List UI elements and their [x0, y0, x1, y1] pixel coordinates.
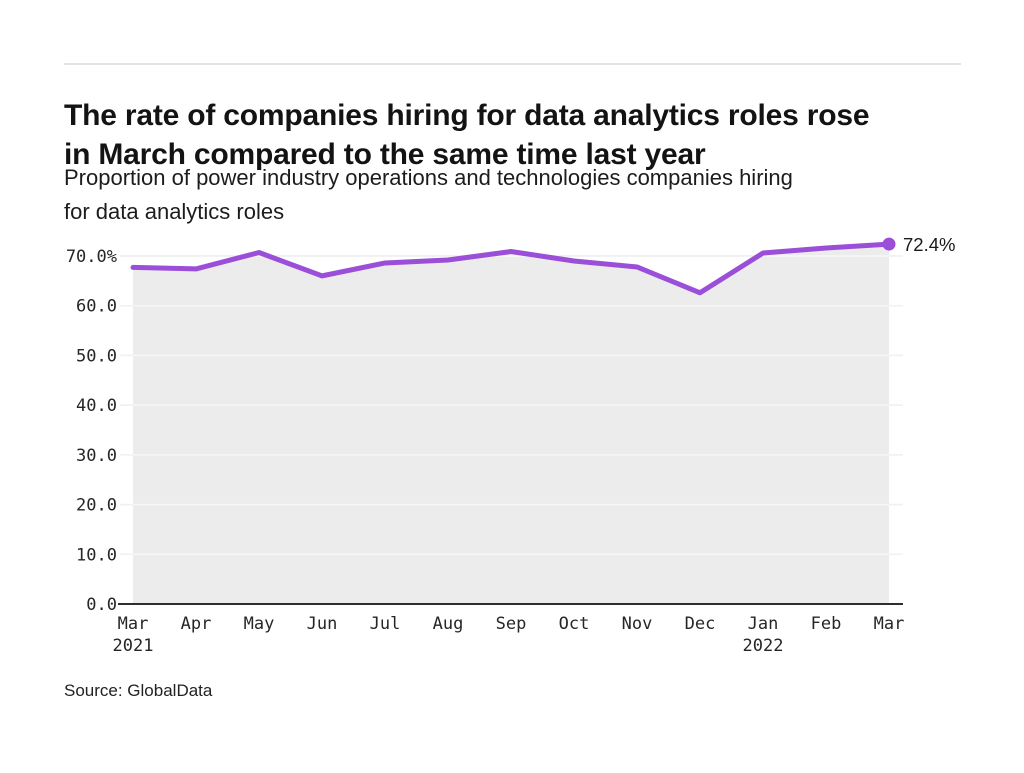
header-divider	[64, 63, 961, 65]
y-tick-label: 30.0	[76, 446, 117, 466]
y-tick-label: 0.0	[86, 595, 117, 615]
y-tick-label: 70.0%	[66, 247, 117, 267]
subtitle-line-2: for data analytics roles	[64, 199, 285, 224]
title-line-1: The rate of companies hiring for data an…	[64, 99, 870, 133]
x-tick-label: Dec	[685, 614, 716, 634]
x-tick-label: Oct	[559, 614, 590, 634]
title-line-2: in March compared to the same time last …	[64, 138, 706, 172]
x-tick-year-label: 2021	[113, 636, 154, 656]
x-tick-label: Feb	[811, 614, 842, 634]
x-tick-label: Sep	[496, 614, 527, 634]
x-tick-label: Nov	[622, 614, 653, 634]
y-tick-label: 60.0	[76, 297, 117, 317]
y-tick-label: 40.0	[76, 396, 117, 416]
page-subtitle: Proportion of power industry operations …	[64, 161, 976, 229]
x-tick-label: Mar	[118, 614, 149, 634]
x-tick-label: Jun	[307, 614, 338, 634]
y-tick-label: 10.0	[76, 545, 117, 565]
x-tick-label: May	[244, 614, 275, 634]
x-tick-year-label: 2022	[743, 636, 784, 656]
x-tick-label: Apr	[181, 614, 212, 634]
subtitle-line-1: Proportion of power industry operations …	[64, 165, 793, 190]
end-value-label: 72.4%	[903, 234, 955, 255]
trend-line	[130, 241, 892, 296]
area-fill	[133, 244, 889, 603]
x-tick-label: Mar	[874, 614, 905, 634]
x-tick-label: Jan	[748, 614, 779, 634]
y-tick-label: 20.0	[76, 496, 117, 516]
end-point-dot	[882, 237, 896, 251]
x-tick-label: Aug	[433, 614, 464, 634]
y-tick-label: 50.0	[76, 346, 117, 366]
page-title: The rate of companies hiring for data an…	[64, 96, 976, 174]
source-note: Source: GlobalData	[64, 681, 213, 700]
x-tick-label: Jul	[370, 614, 401, 634]
